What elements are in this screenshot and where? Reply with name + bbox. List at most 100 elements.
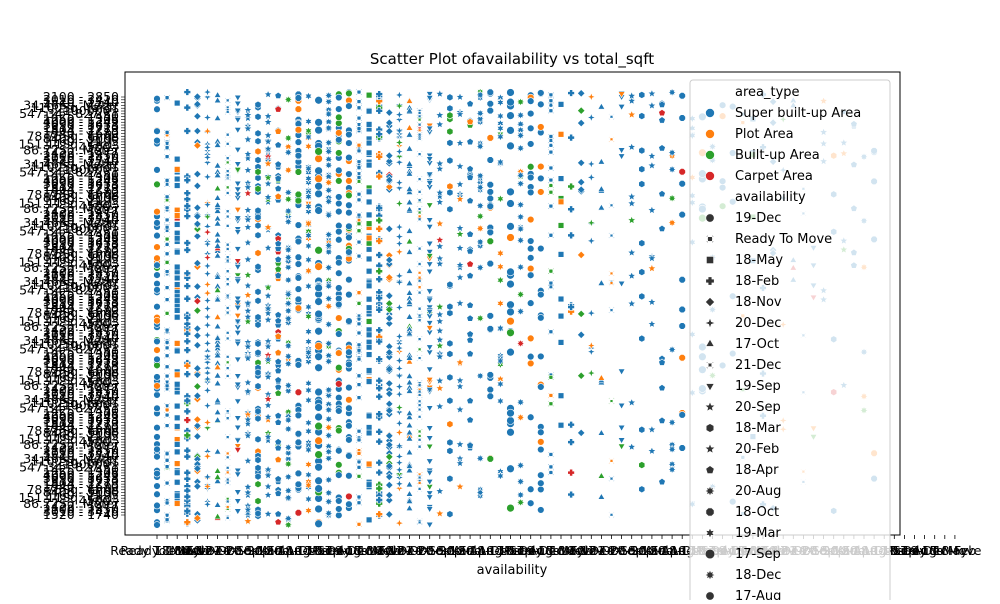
- scatter-point: [294, 221, 302, 229]
- scatter-point: [233, 117, 242, 124]
- scatter-point: [425, 325, 434, 333]
- scatter-point: [394, 389, 405, 400]
- scatter-point: [162, 257, 172, 267]
- scatter-point: [223, 183, 232, 192]
- x-tick-label: 20-Feb: [631, 543, 674, 558]
- y-tick-label: 3090 - 5633: [43, 471, 119, 486]
- data-points: [153, 87, 878, 530]
- scatter-point: [254, 480, 262, 489]
- scatter-point: [617, 147, 626, 155]
- scatter-point: [394, 182, 405, 193]
- scatter-point: [425, 171, 434, 179]
- scatter-point: [304, 191, 313, 202]
- scatter-point: [213, 363, 222, 370]
- y-tick-label: 1250 - 1305: [43, 347, 119, 362]
- scatter-point: [446, 111, 454, 120]
- scatter-point: [283, 519, 294, 530]
- scatter-point: [183, 507, 191, 515]
- scatter-point: [626, 270, 637, 281]
- scatter-point: [375, 237, 383, 245]
- scatter-point: [162, 295, 172, 305]
- scatter-point: [394, 246, 405, 257]
- scatter-point: [567, 182, 575, 191]
- x-tick-label: 18-Nov: [175, 543, 220, 558]
- scatter-point: [506, 233, 515, 242]
- scatter-point: [375, 468, 383, 477]
- scatter-point: [304, 505, 313, 516]
- scatter-point: [455, 404, 465, 414]
- y-tick-label: 3010 - 3410: [43, 269, 119, 284]
- scatter-point: [678, 211, 686, 219]
- legend-style-marker: [705, 276, 715, 286]
- scatter-point: [515, 476, 526, 487]
- scatter-point: [667, 87, 677, 98]
- scatter-point: [263, 117, 273, 127]
- scatter-point: [354, 97, 364, 107]
- scatter-point: [415, 175, 424, 183]
- scatter-point: [314, 283, 323, 293]
- scatter-point: [254, 231, 262, 240]
- scatter-point: [506, 464, 515, 473]
- scatter-point: [183, 269, 191, 277]
- y-tick-label: 8400 - 9000: [43, 190, 119, 205]
- legend-style-marker: [705, 465, 715, 474]
- scatter-point: [394, 331, 405, 342]
- scatter-point: [202, 268, 213, 279]
- scatter-point: [446, 447, 454, 455]
- y-tick-label: 3090 - 5633: [43, 176, 119, 191]
- scatter-point: [193, 112, 202, 121]
- scatter-point: [515, 110, 526, 121]
- scatter-point: [202, 112, 213, 123]
- scatter-point: [506, 408, 515, 418]
- x-tick-label: 17-Oct: [388, 543, 430, 558]
- scatter-point: [153, 207, 161, 216]
- scatter-point: [546, 131, 556, 141]
- scatter-point: [375, 437, 383, 446]
- scatter-point: [496, 157, 505, 167]
- scatter-point: [597, 185, 606, 192]
- y-tick-label: 1425 - 1450: [43, 109, 119, 124]
- scatter-point: [304, 426, 313, 437]
- scatter-point: [345, 191, 353, 200]
- scatter-point: [405, 298, 414, 305]
- scatter-point: [254, 313, 262, 322]
- y-tick-label: 4000 - 5249: [43, 409, 119, 424]
- scatter-point: [314, 147, 323, 156]
- scatter-point: [183, 202, 191, 210]
- y-tick-label: 1540 - 1680: [43, 420, 119, 435]
- scatter-point: [233, 264, 242, 271]
- scatter-point: [174, 340, 181, 347]
- scatter-point: [335, 207, 343, 216]
- scatter-point: [323, 281, 334, 292]
- scatter-point: [263, 400, 273, 410]
- y-tick-label: 547.34 - 827.31: [19, 341, 119, 356]
- scatter-point: [213, 200, 222, 208]
- scatter-point: [314, 309, 323, 319]
- scatter-point: [647, 297, 657, 307]
- scatter-point: [183, 103, 191, 112]
- scatter-point: [434, 309, 445, 319]
- scatter-point: [385, 291, 394, 301]
- scatter-point: [385, 365, 394, 374]
- y-tick-label: 3090 - 5633: [43, 353, 119, 368]
- scatter-point: [434, 163, 445, 174]
- scatter-point: [486, 371, 494, 379]
- scatter-point: [405, 480, 414, 488]
- scatter-point: [183, 346, 191, 354]
- scatter-point: [375, 510, 383, 518]
- y-tick-label: 1425 - 1450: [43, 344, 119, 359]
- scatter-point: [304, 302, 313, 312]
- scatter-point: [658, 189, 666, 198]
- scatter-point: [365, 351, 373, 358]
- scatter-point: [354, 237, 364, 247]
- scatter-point: [506, 347, 515, 357]
- scatter-point: [475, 108, 486, 119]
- scatter-point: [283, 94, 294, 105]
- scatter-point: [354, 435, 364, 445]
- scatter-point: [537, 174, 545, 183]
- scatter-point: [506, 316, 515, 326]
- scatter-point: [515, 460, 526, 471]
- x-tick-label: 17-Oct: [196, 543, 238, 558]
- scatter-point: [638, 292, 646, 301]
- y-tick-label: 86.72Sq. Meter: [23, 142, 120, 157]
